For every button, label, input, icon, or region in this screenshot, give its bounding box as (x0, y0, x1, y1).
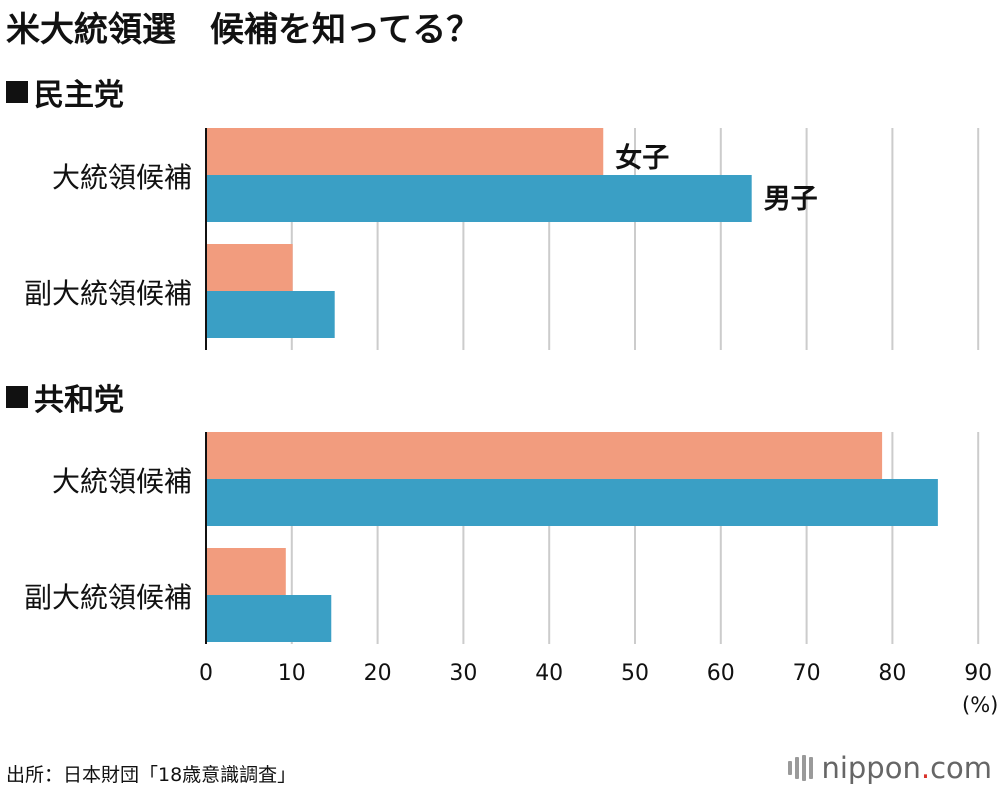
x-tick-label: 70 (793, 661, 821, 686)
series-label-male: 男子 (764, 184, 818, 215)
bar-female (206, 432, 883, 479)
x-tick-label: 20 (364, 661, 392, 686)
x-tick-label: 40 (535, 661, 563, 686)
x-tick-label: 0 (199, 661, 213, 686)
category-label: 大統領候補 (52, 465, 192, 498)
x-tick-label: 90 (964, 661, 992, 686)
category-label: 副大統領候補 (24, 277, 192, 310)
bar-female (206, 548, 286, 595)
x-tick-label: 60 (707, 661, 735, 686)
x-tick-label: 50 (621, 661, 649, 686)
group-label: 民主党 (34, 78, 124, 113)
bar-male (206, 479, 938, 526)
logo-bars-icon (788, 755, 814, 781)
nippon-logo: nippon. com (788, 751, 992, 785)
bar-male (206, 291, 335, 338)
square-bullet-icon (6, 386, 28, 408)
x-tick-label: 30 (449, 661, 477, 686)
x-tick-label: 10 (278, 661, 306, 686)
x-tick-label: 80 (878, 661, 906, 686)
group-label: 共和党 (34, 383, 124, 418)
square-bullet-icon (6, 81, 28, 103)
category-label: 大統領候補 (52, 161, 192, 194)
group-heading-democrat: 民主党 (6, 70, 124, 114)
bar-male (206, 175, 752, 222)
bar-female (206, 128, 604, 175)
bar-female (206, 244, 293, 291)
category-label: 副大統領候補 (24, 581, 192, 614)
x-unit-label: (%) (962, 693, 998, 717)
series-label-female: 女子 (615, 142, 669, 174)
chart-title: 米大統領選 候補を知ってる？ (6, 10, 481, 50)
group-heading-republican: 共和党 (6, 375, 124, 419)
source-note: 出所：日本財団「18歳意識調査」 (6, 764, 297, 786)
bar-male (206, 595, 332, 642)
